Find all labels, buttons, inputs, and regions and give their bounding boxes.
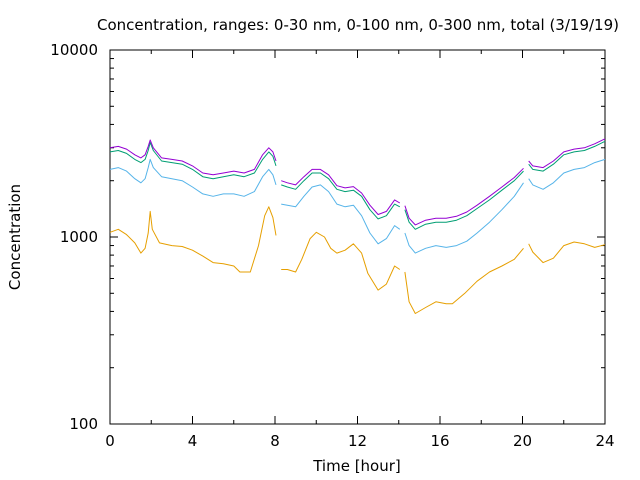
x-axis-label: Time [hour] [312, 457, 401, 475]
series-line-1 [404, 247, 524, 314]
series-line-3 [404, 170, 524, 230]
series-line-4 [528, 138, 606, 169]
chart-title: Concentration, ranges: 0-30 nm, 0-100 nm… [97, 16, 619, 34]
series-line-1 [528, 241, 606, 264]
y-tick-label: 100 [69, 415, 98, 433]
series-line-3 [281, 172, 401, 220]
series-line-4 [109, 139, 277, 176]
series-lines [109, 138, 606, 314]
series-line-2 [281, 184, 401, 245]
y-tick-label: 1000 [60, 228, 98, 246]
series-line-2 [404, 182, 524, 254]
axis-ticks [109, 49, 606, 425]
x-tick-label: 0 [105, 432, 115, 450]
y-axis-label: Concentration [6, 184, 24, 290]
y-tick-label: 10000 [50, 41, 98, 59]
x-tick-label: 20 [513, 432, 532, 450]
series-line-1 [109, 206, 277, 273]
series-line-1 [281, 231, 401, 291]
series-line-2 [109, 158, 277, 197]
axis-tick-labels: 0 4 8 12 16 20 24 100 1000 10000 [50, 41, 614, 450]
x-tick-label: 4 [188, 432, 198, 450]
series-line-4 [404, 167, 524, 226]
x-tick-label: 8 [270, 432, 280, 450]
series-line-3 [109, 142, 277, 180]
x-tick-label: 24 [595, 432, 614, 450]
series-line-4 [281, 168, 401, 215]
plot-frame [109, 49, 606, 425]
series-line-2 [528, 158, 606, 190]
x-tick-label: 16 [430, 432, 449, 450]
series-line-3 [528, 140, 606, 172]
x-tick-label: 12 [348, 432, 367, 450]
